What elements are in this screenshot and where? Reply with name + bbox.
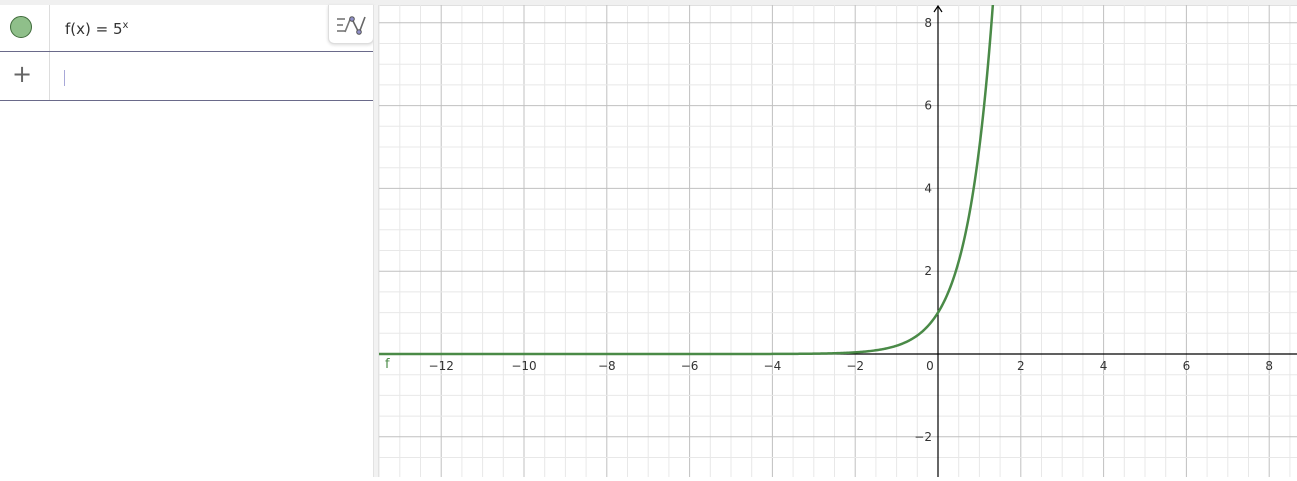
x-tick-label: −8 [598,359,616,373]
function-definition[interactable]: f(x) = 5x [65,20,128,38]
plus-icon[interactable]: + [12,60,33,88]
graph-canvas[interactable]: −12 −10 −8 −6 −4 −2 0 2 4 6 8 −2 2 4 6 8 f [378,0,1297,477]
algebra-view: f(x) = 5x + [0,5,374,477]
function-label: f [385,357,390,372]
x-tick-label: −2 [846,359,864,373]
x-tick-label: −10 [511,359,536,373]
x-tick-label: 6 [1183,359,1191,373]
algebra-style-bar-icon [337,16,366,35]
graphics-view[interactable]: −12 −10 −8 −6 −4 −2 0 2 4 6 8 −2 2 4 6 8 f [378,0,1297,477]
x-tick-label: 2 [1017,359,1025,373]
y-tick-label: 8 [924,16,932,30]
function-curve-f[interactable] [379,0,995,356]
panel-resize-handle[interactable] [373,5,379,477]
visibility-marble-icon[interactable] [10,16,32,38]
gutter-divider [49,5,50,51]
y-tick-label: 6 [924,99,932,113]
input-caret [64,70,65,86]
style-bar-toggle-button[interactable] [328,5,374,44]
algebra-input-row[interactable]: + [0,52,373,101]
algebra-input[interactable] [66,66,356,86]
y-tick-label: 2 [924,264,932,278]
expression-text: f(x) = 5 [65,20,123,38]
x-tick-label: −4 [764,359,782,373]
y-tick-label: −2 [914,430,932,444]
x-tick-label: −6 [681,359,699,373]
x-tick-label: −12 [429,359,454,373]
gutter-divider [49,52,50,100]
exponent: x [122,20,129,31]
x-tick-label: 4 [1100,359,1108,373]
x-tick-label: 0 [926,359,934,373]
y-tick-label: 4 [924,181,932,195]
x-tick-label: 8 [1265,359,1273,373]
y-axis-arrow-icon [933,4,943,13]
algebra-item-f[interactable]: f(x) = 5x [0,5,374,52]
